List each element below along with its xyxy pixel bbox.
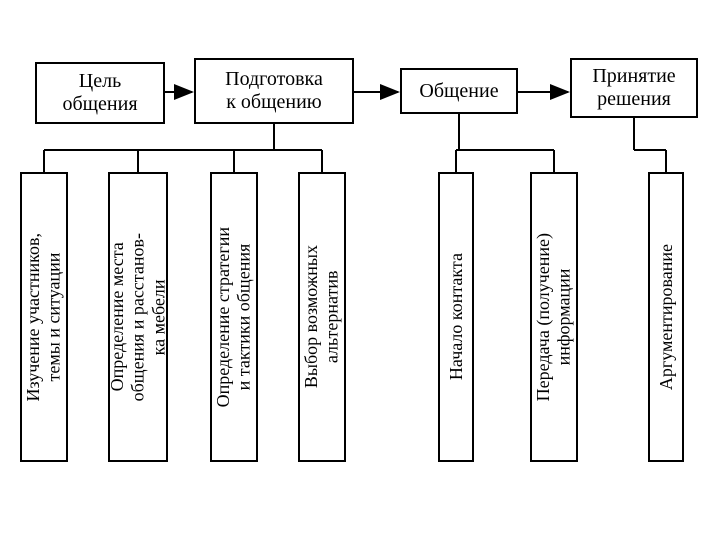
node-prep: Подготовка к общению (194, 58, 354, 124)
node-comm: Общение (400, 68, 518, 114)
tree-decision (634, 118, 666, 172)
node-s4: Выбор возможных альтернатив (298, 172, 346, 462)
node-s3-label: Определение стратегии и тактики общения (213, 227, 254, 407)
node-decision-label: Принятие решения (592, 65, 675, 111)
node-goal: Цель общения (35, 62, 165, 124)
node-s6: Передача (получение) информации (530, 172, 578, 462)
node-s4-label: Выбор возможных альтернатив (301, 245, 342, 388)
node-s1: Изучение участников, темы и ситуации (20, 172, 68, 462)
node-s5: Начало контакта (438, 172, 474, 462)
node-goal-label: Цель общения (62, 70, 137, 116)
node-s2-label: Определение места общения и расстанов- к… (107, 233, 169, 401)
node-comm-label: Общение (419, 80, 498, 103)
tree-prep (44, 124, 322, 172)
node-s2: Определение места общения и расстанов- к… (108, 172, 168, 462)
node-s3: Определение стратегии и тактики общения (210, 172, 258, 462)
node-s1-label: Изучение участников, темы и ситуации (23, 233, 64, 402)
node-s7-label: Аргументирование (656, 244, 677, 390)
node-s7: Аргументирование (648, 172, 684, 462)
node-s6-label: Передача (получение) информации (533, 233, 574, 401)
node-decision: Принятие решения (570, 58, 698, 118)
node-prep-label: Подготовка к общению (225, 68, 323, 114)
node-s5-label: Начало контакта (446, 253, 467, 380)
tree-comm (456, 114, 554, 172)
